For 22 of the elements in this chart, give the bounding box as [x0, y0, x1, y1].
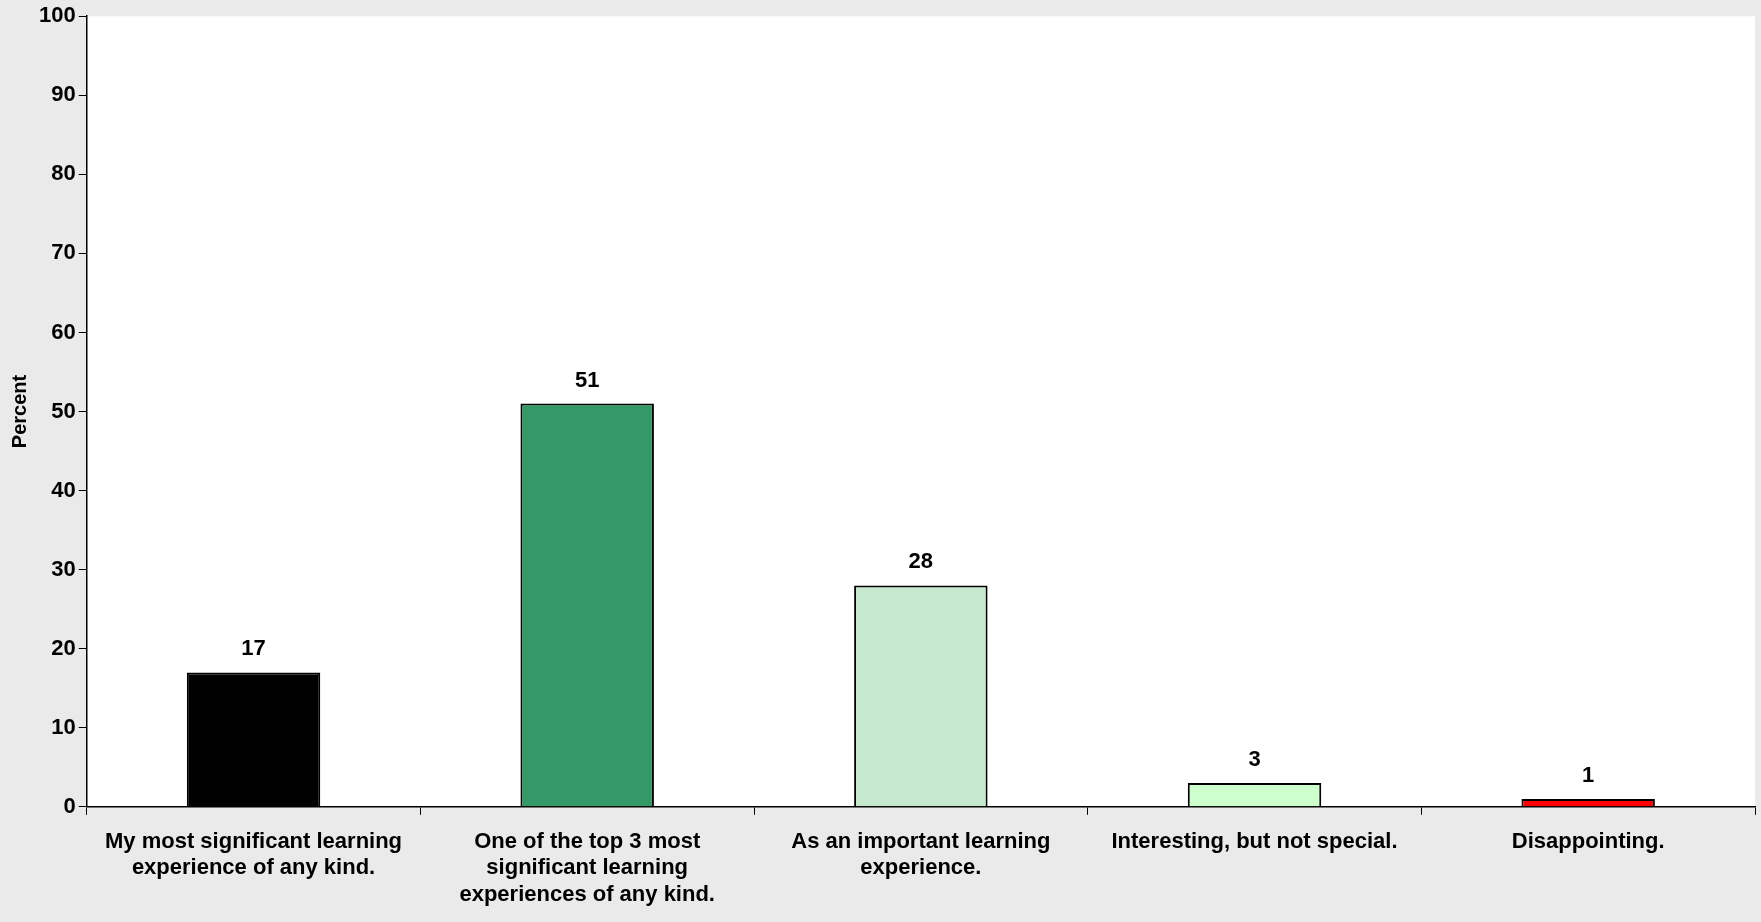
y-axis-title: Percent: [7, 374, 30, 449]
data-label: 28: [908, 548, 934, 574]
data-label: 1: [1582, 761, 1595, 787]
y-tick-label: 10: [51, 713, 76, 739]
y-tick-label: 70: [51, 239, 76, 265]
data-label: 51: [574, 366, 600, 392]
data-label: 3: [1248, 746, 1261, 772]
x-tick-label: My most significant learning experience of any kind.: [105, 828, 403, 880]
y-tick-label: 30: [51, 555, 76, 581]
y-tick-label: 90: [51, 81, 76, 107]
x-tick-label: As an important learning experience.: [791, 828, 1051, 880]
x-tick-label: Disappointing.: [1511, 828, 1665, 854]
x-tick-label: One of the top 3 most significant learning experiences of any kind.: [459, 828, 715, 906]
y-tick-label: 20: [51, 634, 76, 660]
y-tick-label: 100: [38, 2, 76, 28]
y-tick-label: 40: [51, 476, 76, 502]
y-tick-label: 60: [51, 318, 76, 344]
y-tick-label: 0: [63, 792, 76, 818]
data-label: 17: [241, 635, 266, 661]
x-tick-label: Interesting, but not special.: [1111, 828, 1398, 854]
y-tick-label: 80: [51, 160, 76, 186]
y-tick-label: 50: [51, 397, 76, 423]
